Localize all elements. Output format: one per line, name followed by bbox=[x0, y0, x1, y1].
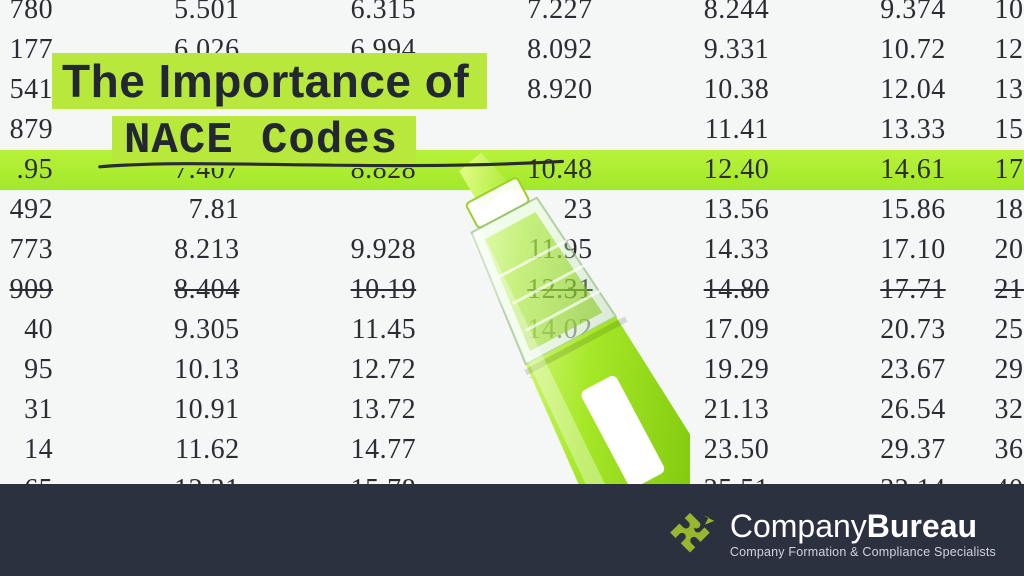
table-cell: 773 bbox=[0, 230, 63, 270]
table-cell: 26.54 bbox=[769, 390, 946, 430]
brand-name-bold: Bureau bbox=[867, 508, 977, 544]
table-cell: 9.928 bbox=[240, 230, 417, 270]
table-cell: 29.37 bbox=[769, 430, 946, 470]
footer-bar: CompanyBureau Company Formation & Compli… bbox=[0, 484, 1024, 576]
table-cell: 12.72 bbox=[240, 350, 417, 390]
table-cell: 15.52 bbox=[946, 110, 1024, 150]
table-cell: 14.61 bbox=[769, 150, 946, 190]
table-cell: 17.09 bbox=[593, 310, 770, 350]
title-block: The Importance of NACE Codes bbox=[52, 54, 487, 166]
table-cell: 20.73 bbox=[769, 310, 946, 350]
table-cell: 17.71 bbox=[769, 270, 946, 310]
table-cell bbox=[240, 190, 417, 230]
table-cell: 8.244 bbox=[593, 0, 770, 30]
table-cell: 13.91 bbox=[946, 70, 1024, 110]
table-cell: 23.67 bbox=[769, 350, 946, 390]
table-row: 3110.9113.721721.1326.5432.68 bbox=[0, 390, 1024, 430]
table-cell: 11.41 bbox=[593, 110, 770, 150]
table-cell: 21.13 bbox=[593, 390, 770, 430]
table-cell: 17 bbox=[416, 390, 593, 430]
table-cell: 7.227 bbox=[416, 0, 593, 30]
table-cell: 23 bbox=[416, 190, 593, 230]
table-row: 4927.81 2313.5615.8618.72 bbox=[0, 190, 1024, 230]
table-cell: 20.31 bbox=[946, 230, 1024, 270]
table-cell: 15.86 bbox=[769, 190, 946, 230]
table-cell: 13.56 bbox=[593, 190, 770, 230]
table-row: 1411.6214.771823.5029.3736.47 bbox=[0, 430, 1024, 470]
table-cell: 14.77 bbox=[240, 430, 417, 470]
table-cell: 31 bbox=[0, 390, 63, 430]
table-cell: 14 bbox=[0, 430, 63, 470]
table-cell: 19.29 bbox=[593, 350, 770, 390]
table-cell: 11.45 bbox=[240, 310, 417, 350]
table-cell: 14.02 bbox=[416, 310, 593, 350]
table-row: 409.30511.4514.0217.0920.7325.00 bbox=[0, 310, 1024, 350]
table-cell: 23.50 bbox=[593, 430, 770, 470]
brand: CompanyBureau Company Formation & Compli… bbox=[662, 506, 996, 562]
table-cell: 13.72 bbox=[240, 390, 417, 430]
promo-card: 7805.5016.3157.2278.2449.37410.621776.02… bbox=[0, 0, 1024, 576]
title-line-1: The Importance of bbox=[52, 53, 487, 109]
table-cell: 10.38 bbox=[593, 70, 770, 110]
table-cell: 10.13 bbox=[63, 350, 240, 390]
table-cell: 40 bbox=[0, 310, 63, 350]
table-cell: 7.81 bbox=[63, 190, 240, 230]
table-cell: 17.13 bbox=[946, 150, 1024, 190]
table-cell: 12.40 bbox=[593, 150, 770, 190]
brand-tagline: Company Formation & Compliance Specialis… bbox=[730, 546, 996, 559]
table-row: 9510.1312.7215.6419.2923.6729.14 bbox=[0, 350, 1024, 390]
brand-name-light: Company bbox=[730, 508, 867, 544]
table-cell: 32.68 bbox=[946, 390, 1024, 430]
table-cell: 14.33 bbox=[593, 230, 770, 270]
table-cell: 10.91 bbox=[63, 390, 240, 430]
table-cell: 18 bbox=[416, 430, 593, 470]
brand-name: CompanyBureau bbox=[730, 510, 996, 542]
title-line-2: NACE Codes bbox=[112, 116, 416, 168]
table-cell: 12.31 bbox=[416, 270, 593, 310]
table-cell: 909 bbox=[0, 270, 63, 310]
table-cell: 8.213 bbox=[63, 230, 240, 270]
table-cell: 12.04 bbox=[769, 70, 946, 110]
table-cell: 12.27 bbox=[946, 30, 1024, 70]
table-cell: 21.10 bbox=[946, 270, 1024, 310]
table-cell: 13.33 bbox=[769, 110, 946, 150]
table-row: 9098.40410.1912.3114.8017.7121.10 bbox=[0, 270, 1024, 310]
table-cell: 36.47 bbox=[946, 430, 1024, 470]
table-cell: 11.95 bbox=[416, 230, 593, 270]
table-cell: 18.72 bbox=[946, 190, 1024, 230]
table-cell: 95 bbox=[0, 350, 63, 390]
table-cell: 6.315 bbox=[240, 0, 417, 30]
table-cell: 5.501 bbox=[63, 0, 240, 30]
table-cell: 780 bbox=[0, 0, 63, 30]
table-row: 7738.2139.92811.9514.3317.1020.31 bbox=[0, 230, 1024, 270]
puzzle-logo-icon bbox=[662, 506, 718, 562]
table-cell: 11.62 bbox=[63, 430, 240, 470]
table-cell: 25.00 bbox=[946, 310, 1024, 350]
table-cell: 9.305 bbox=[63, 310, 240, 350]
table-cell: 10.62 bbox=[946, 0, 1024, 30]
table-cell: 8.404 bbox=[63, 270, 240, 310]
table-cell: 29.14 bbox=[946, 350, 1024, 390]
table-cell: 10.72 bbox=[769, 30, 946, 70]
table-cell: 14.80 bbox=[593, 270, 770, 310]
table-row: 7805.5016.3157.2278.2449.37410.62 bbox=[0, 0, 1024, 30]
table-cell: 492 bbox=[0, 190, 63, 230]
table-cell: 15.64 bbox=[416, 350, 593, 390]
table-cell: 10.19 bbox=[240, 270, 417, 310]
table-cell: 9.331 bbox=[593, 30, 770, 70]
table-cell: 17.10 bbox=[769, 230, 946, 270]
table-cell: 9.374 bbox=[769, 0, 946, 30]
